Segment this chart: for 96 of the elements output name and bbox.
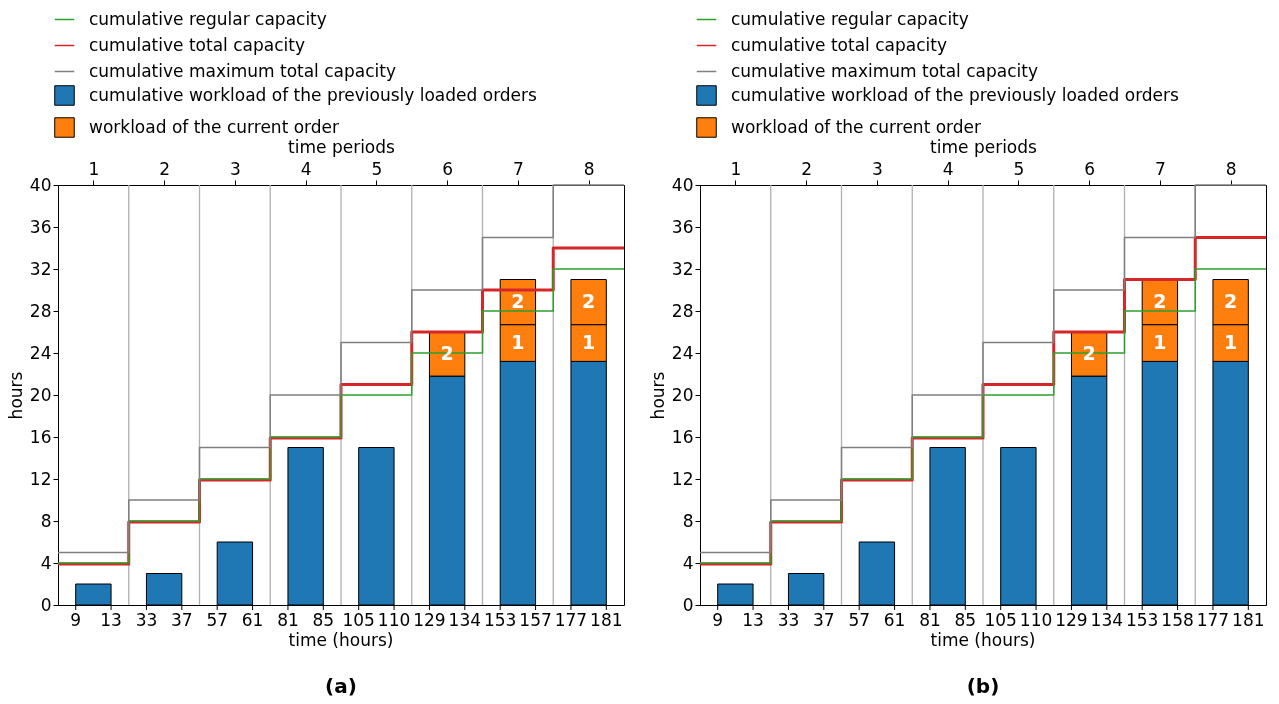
legend-label: workload of the current order <box>731 116 982 137</box>
text: 177 <box>554 610 588 630</box>
text: 129 <box>413 610 446 630</box>
text: 153 <box>1125 610 1159 630</box>
text: 37 <box>812 610 835 630</box>
x-tick-label: 6 <box>1084 158 1096 179</box>
text: 181 <box>1232 610 1265 630</box>
text: 153 <box>483 610 517 630</box>
y-tick-label: 12 <box>671 468 694 489</box>
y-tick-label: 0 <box>682 594 694 615</box>
x-tick-label: 7 <box>512 158 524 179</box>
x-tick-label: 6 <box>442 158 454 179</box>
annotation: 1 <box>1224 331 1238 354</box>
legend-label: cumulative total capacity <box>89 34 305 55</box>
text: 81 <box>277 610 299 630</box>
text: 85 <box>312 610 335 630</box>
text: 105 <box>342 610 375 630</box>
y-tick-label: 32 <box>29 258 52 279</box>
y-tick-label: 16 <box>671 426 694 447</box>
text: 57 <box>206 610 229 630</box>
y-tick-label: 36 <box>29 216 52 237</box>
text: 129 <box>1055 610 1088 630</box>
text: 13 <box>742 610 764 630</box>
text: 157 <box>519 610 552 630</box>
x-tick-label: 3 <box>871 158 883 179</box>
legend-label: cumulative regular capacity <box>89 8 327 29</box>
text: 85 <box>954 610 977 630</box>
y-axis-title: hours <box>5 371 26 420</box>
text: 9 <box>70 610 82 630</box>
legend-label: workload of the current order <box>89 116 340 137</box>
x-axis-title: time periods <box>288 136 396 157</box>
x-tick-label: 4 <box>942 158 954 179</box>
legend-label: cumulative workload of the previously loaded orders <box>731 84 1180 105</box>
text: 13 <box>100 610 122 630</box>
y-tick-label: 4 <box>40 552 52 573</box>
y-tick-label: 20 <box>29 384 52 405</box>
text: 134 <box>1090 610 1124 630</box>
y-tick-label: 36 <box>671 216 694 237</box>
annotation: 2 <box>582 290 596 313</box>
x-tick-label: 5 <box>1013 158 1025 179</box>
annotation: 2 <box>1153 290 1167 313</box>
y-tick-label: 8 <box>682 510 694 531</box>
legend-label: cumulative maximum total capacity <box>731 60 1039 81</box>
y-tick-label: 20 <box>671 384 694 405</box>
legend-label: cumulative total capacity <box>731 34 947 55</box>
legend-label: cumulative maximum total capacity <box>89 60 397 81</box>
y-axis-title: hours <box>647 371 668 420</box>
x-tick-label: 8 <box>1225 158 1237 179</box>
text: 134 <box>448 610 482 630</box>
x-tick-label: 5 <box>371 158 383 179</box>
y-tick-label: 24 <box>29 342 52 363</box>
annotation: 1 <box>582 331 596 354</box>
y-tick-label: 40 <box>29 174 52 195</box>
x-tick-label: 1 <box>88 158 100 179</box>
x-tick-label: 2 <box>159 158 171 179</box>
y-tick-label: 0 <box>40 594 52 615</box>
text: 181 <box>590 610 623 630</box>
annotation: 2 <box>511 290 525 313</box>
legend-label: cumulative workload of the previously loaded orders <box>89 84 538 105</box>
text: 158 <box>1161 610 1194 630</box>
x-tick-label: 1 <box>730 158 742 179</box>
y-tick-label: 28 <box>29 300 52 321</box>
x-tick-label: 4 <box>300 158 312 179</box>
y-tick-label: 32 <box>671 258 694 279</box>
y-tick-label: 24 <box>671 342 694 363</box>
annotation: 2 <box>1224 290 1238 313</box>
annotation: 1 <box>1153 331 1167 354</box>
text: 110 <box>377 610 411 630</box>
x-tick-label: 2 <box>801 158 813 179</box>
x-tick-label: 3 <box>229 158 241 179</box>
text: time (hours) <box>930 630 1036 650</box>
text: 9 <box>712 610 724 630</box>
text: 105 <box>984 610 1017 630</box>
annotation: 1 <box>511 331 525 354</box>
text: 57 <box>848 610 871 630</box>
text: (b) <box>966 674 1000 698</box>
x-tick-label: 7 <box>1154 158 1166 179</box>
text: 177 <box>1196 610 1230 630</box>
text: 110 <box>1019 610 1053 630</box>
x-axis-title: time periods <box>930 136 1038 157</box>
text: time (hours) <box>288 630 394 650</box>
y-tick-label: 8 <box>40 510 52 531</box>
y-tick-label: 28 <box>671 300 694 321</box>
legend-label: cumulative regular capacity <box>731 8 969 29</box>
y-tick-label: 16 <box>29 426 52 447</box>
y-tick-label: 40 <box>671 174 694 195</box>
text: 33 <box>777 610 800 630</box>
text: 37 <box>170 610 193 630</box>
text: (a) <box>325 674 357 698</box>
x-tick-label: 8 <box>583 158 595 179</box>
text: 33 <box>135 610 158 630</box>
text: 81 <box>919 610 941 630</box>
text: 61 <box>883 610 906 630</box>
y-tick-label: 12 <box>29 468 52 489</box>
text: 61 <box>241 610 264 630</box>
y-tick-label: 4 <box>682 552 694 573</box>
